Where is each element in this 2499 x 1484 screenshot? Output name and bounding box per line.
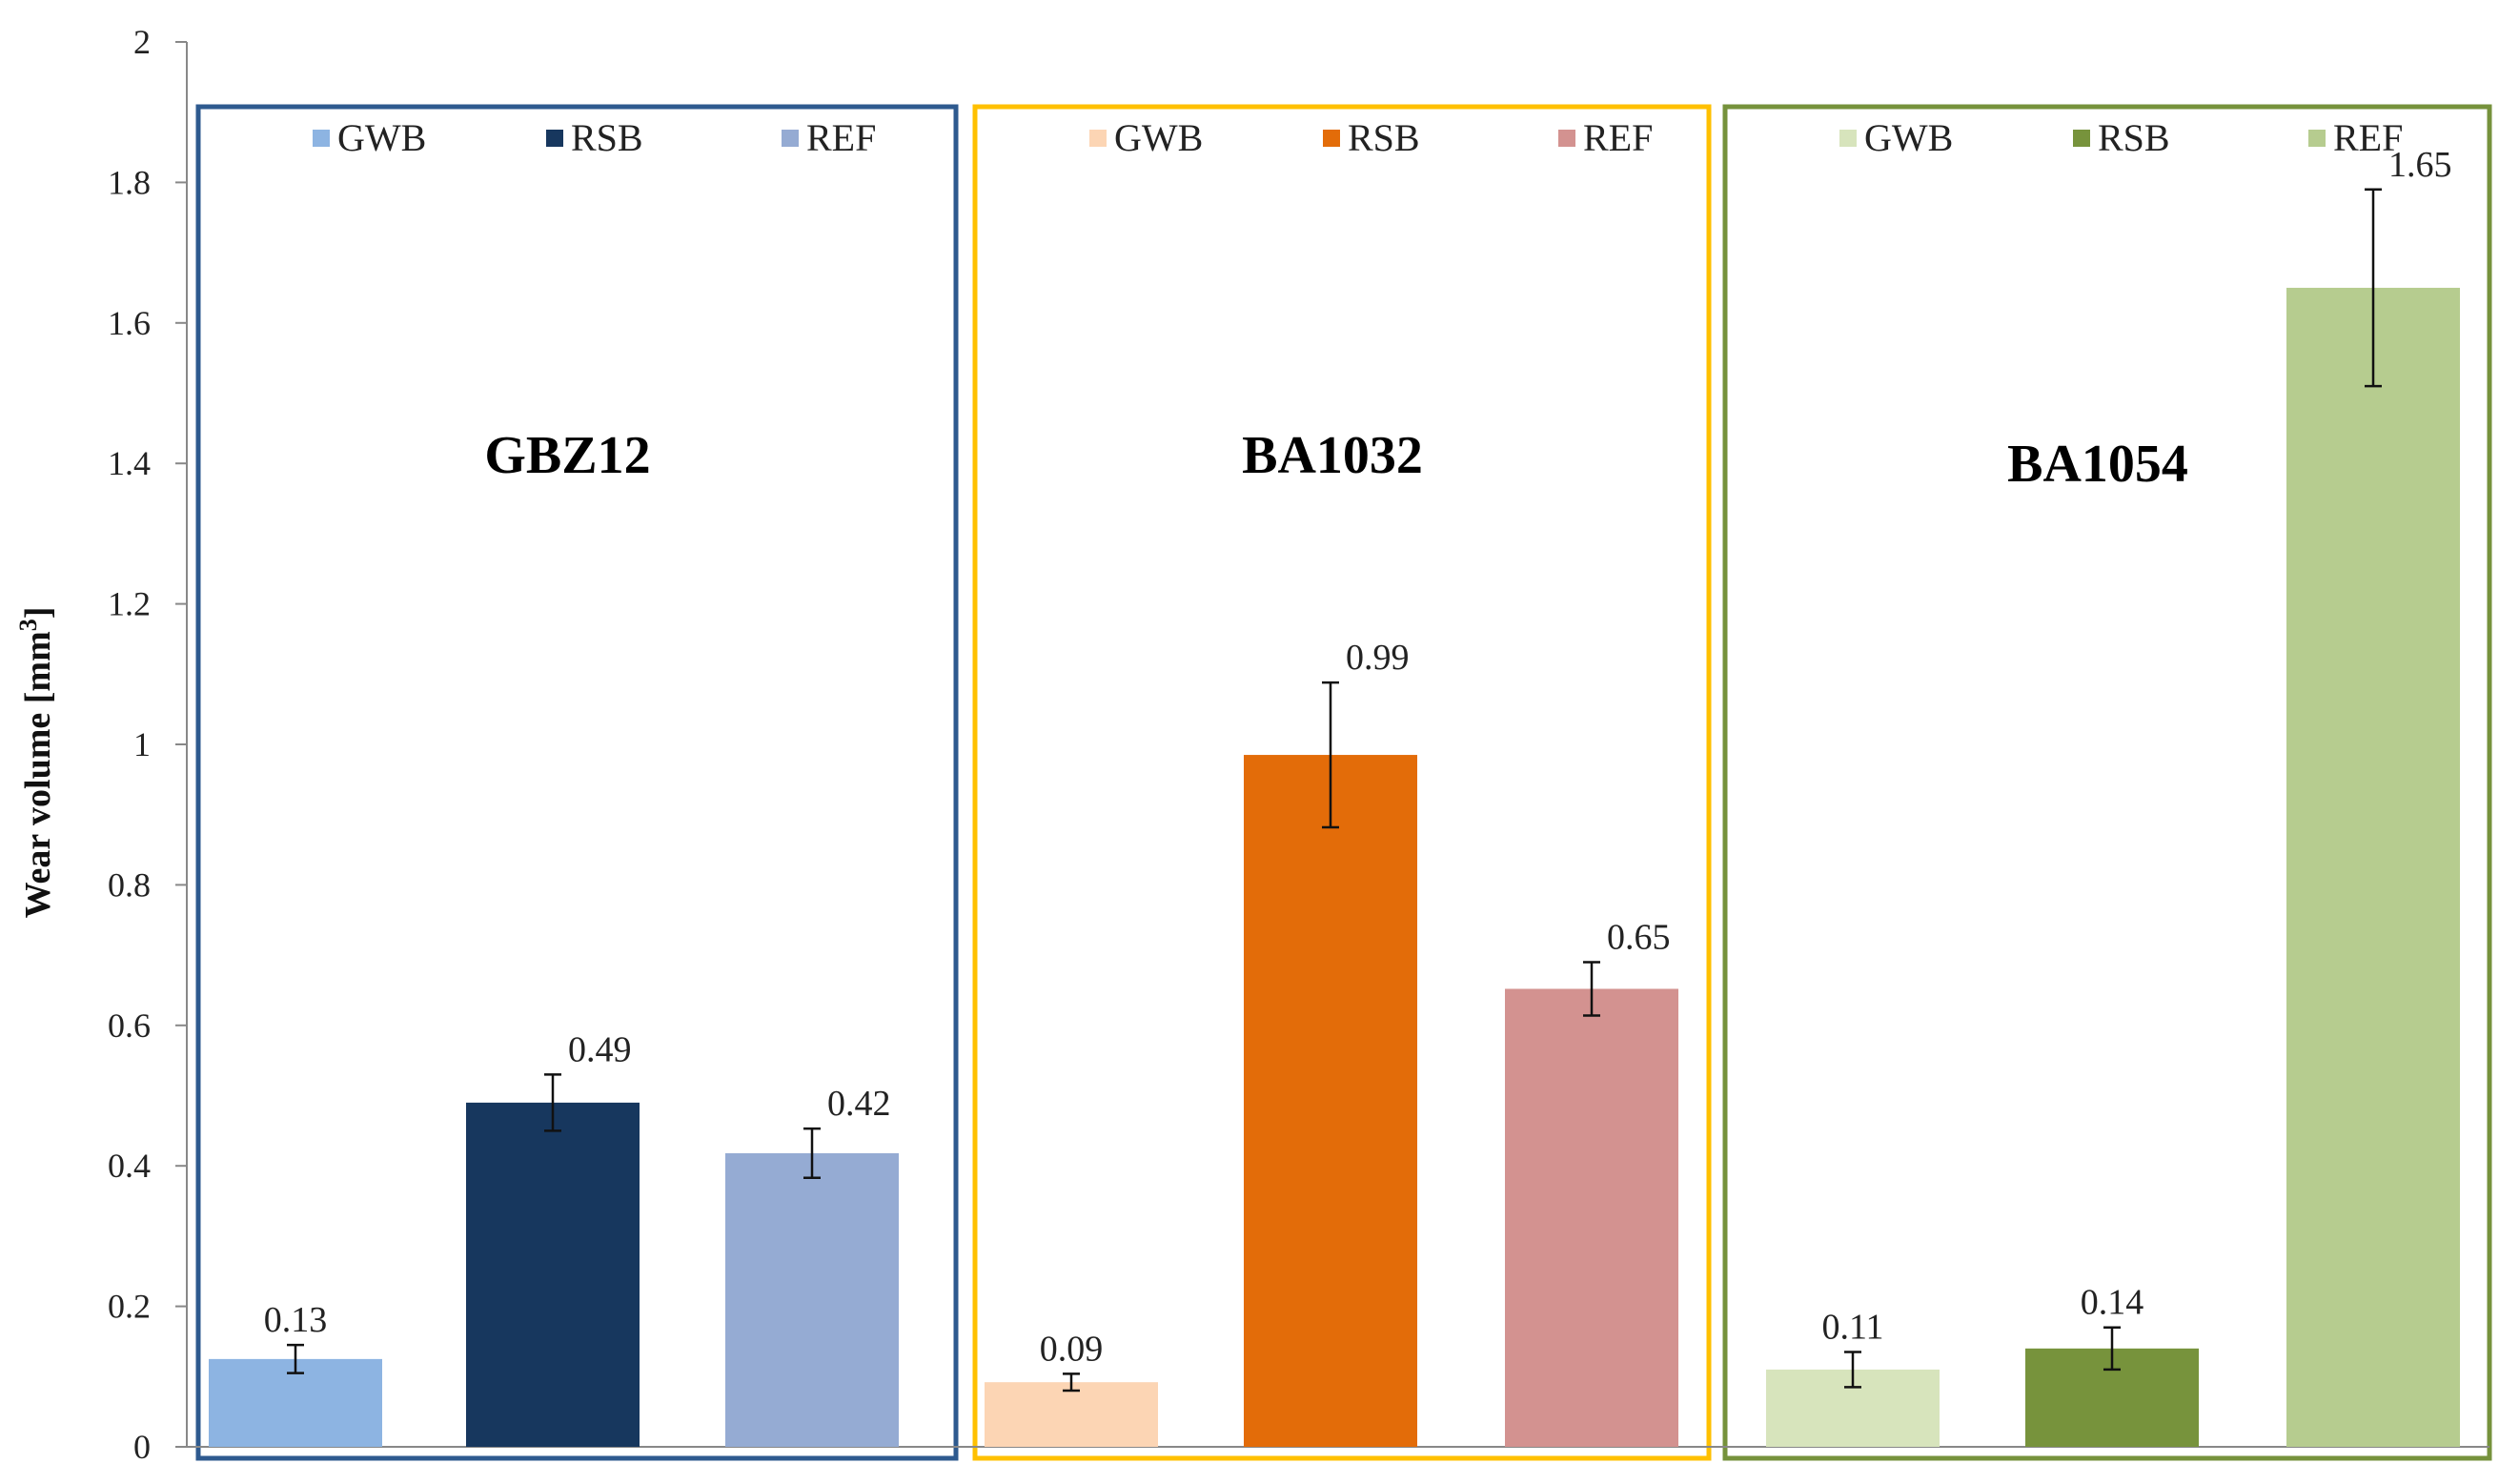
- y-tick-label: 1.6: [108, 304, 151, 342]
- bar-gbz12-rsb: [466, 1102, 640, 1447]
- legend-label: REF: [2333, 116, 2403, 159]
- data-label: 0.09: [1040, 1329, 1104, 1369]
- data-label: 0.14: [2081, 1283, 2144, 1323]
- legend-label: RSB: [571, 116, 643, 159]
- legend-swatch: [546, 130, 563, 147]
- y-axis-label-superscript: 3: [14, 619, 42, 631]
- bars: [209, 188, 2460, 1448]
- group-frame-gbz12: [195, 104, 959, 1461]
- legend-label: REF: [806, 116, 876, 159]
- legend-swatch: [782, 130, 799, 147]
- bar-gbz12-ref: [725, 1152, 899, 1447]
- y-tick-label: 1.4: [108, 444, 151, 482]
- data-label: 0.11: [1821, 1308, 1883, 1348]
- legend-label: GWB: [337, 116, 426, 159]
- legend-swatch: [1839, 130, 1857, 147]
- legend-label: REF: [1583, 116, 1653, 159]
- data-label: 0.13: [264, 1300, 328, 1340]
- legend-swatch: [1323, 130, 1340, 147]
- y-tick-label: 0.2: [108, 1288, 151, 1326]
- group-frame-ba1054: [1722, 104, 2492, 1461]
- legend-swatch: [2073, 130, 2090, 147]
- y-tick-label: 0.8: [108, 865, 151, 904]
- data-label: 0.49: [568, 1029, 632, 1069]
- legend-label: GWB: [1114, 116, 1203, 159]
- y-axis-label-end: ]: [18, 607, 58, 620]
- bar-ba1054-ref: [2286, 287, 2460, 1448]
- y-tick-label: 1: [133, 725, 151, 763]
- legend-swatch: [1558, 130, 1575, 147]
- y-tick-label: 1.2: [108, 585, 151, 623]
- group-frames: [195, 104, 2492, 1461]
- data-label: 0.99: [1346, 638, 1410, 678]
- data-label: 0.65: [1607, 917, 1671, 957]
- legend-label: GWB: [1864, 116, 1953, 159]
- y-tick-label: 0: [133, 1428, 151, 1466]
- legend-label: RSB: [2098, 116, 2170, 159]
- bar-ba1032-ref: [1505, 988, 1678, 1447]
- bar-ba1032-rsb: [1244, 755, 1417, 1447]
- group-title: BA1054: [2007, 435, 2188, 494]
- group-frame-ba1032: [972, 104, 1712, 1461]
- data-label: 0.42: [827, 1084, 891, 1124]
- legend-swatch: [2308, 130, 2326, 147]
- group-title: GBZ12: [484, 426, 650, 485]
- y-axis-label: Wear volume [mm3]: [14, 607, 58, 919]
- y-tick-label: 0.6: [108, 1006, 151, 1045]
- legend-label: RSB: [1348, 116, 1420, 159]
- legend-swatch: [313, 130, 330, 147]
- y-tick-label: 1.8: [108, 163, 151, 201]
- y-axis-label-main: Wear volume [mm: [18, 631, 58, 918]
- labels: GBZ12 GWB 0.13 RSB 0.49 REF 0.42 BA1032 GWB 0.09 R…: [264, 116, 2452, 1369]
- data-label: 1.65: [2388, 145, 2452, 185]
- legend-swatch: [1089, 130, 1107, 147]
- group-title: BA1032: [1242, 426, 1423, 485]
- y-tick-label: 0.4: [108, 1147, 151, 1185]
- y-tick-label: 2: [133, 23, 151, 61]
- bar-ba1032-gwb: [985, 1382, 1158, 1447]
